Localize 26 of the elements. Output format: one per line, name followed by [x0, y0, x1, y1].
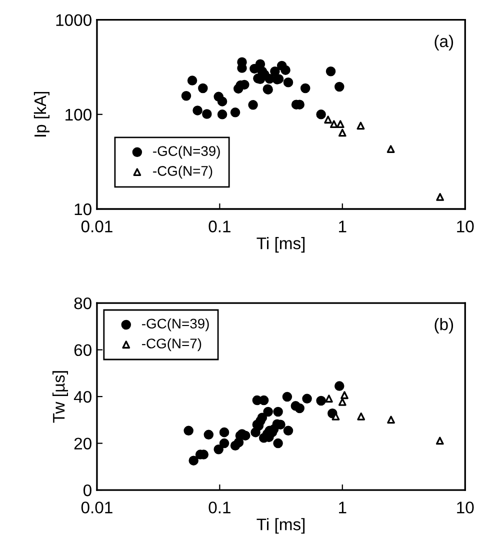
- legend-label: -CG(N=7): [142, 338, 202, 352]
- y-tick-label: 20: [74, 438, 92, 450]
- y-tick-label: 40: [74, 390, 92, 403]
- x-tick-label: 10: [457, 502, 474, 514]
- annotation: (b): [434, 318, 454, 334]
- x-tick-label: 0.1: [208, 220, 230, 232]
- annotation: (a): [434, 34, 454, 50]
- y-tick-label: 80: [74, 297, 92, 310]
- legend-label: -CG(N=7): [153, 166, 212, 179]
- x-tick-label: 0.1: [208, 502, 230, 514]
- legend-label: -GC(N=39): [153, 146, 220, 159]
- y-tick-label: 10: [74, 203, 92, 216]
- y-tick-label: 1000: [56, 14, 92, 26]
- y-tick-label: 0: [83, 484, 92, 496]
- x-tick-label: 0.01: [81, 220, 112, 232]
- x-axis-title: Ti [ms]: [256, 237, 305, 253]
- y-tick-label: 100: [66, 108, 92, 121]
- x-axis-title: Ti [ms]: [256, 518, 305, 534]
- y-tick-label: 60: [74, 344, 92, 356]
- y-axis-title: Tw [µs]: [52, 371, 68, 423]
- y-axis-title: Ip [kA]: [34, 92, 50, 136]
- x-tick-label: 0.01: [81, 502, 112, 514]
- x-tick-label: 10: [457, 220, 474, 232]
- x-tick-label: 1: [339, 220, 346, 232]
- x-tick-label: 1: [339, 502, 346, 514]
- legend-label: -GC(N=39): [142, 318, 209, 332]
